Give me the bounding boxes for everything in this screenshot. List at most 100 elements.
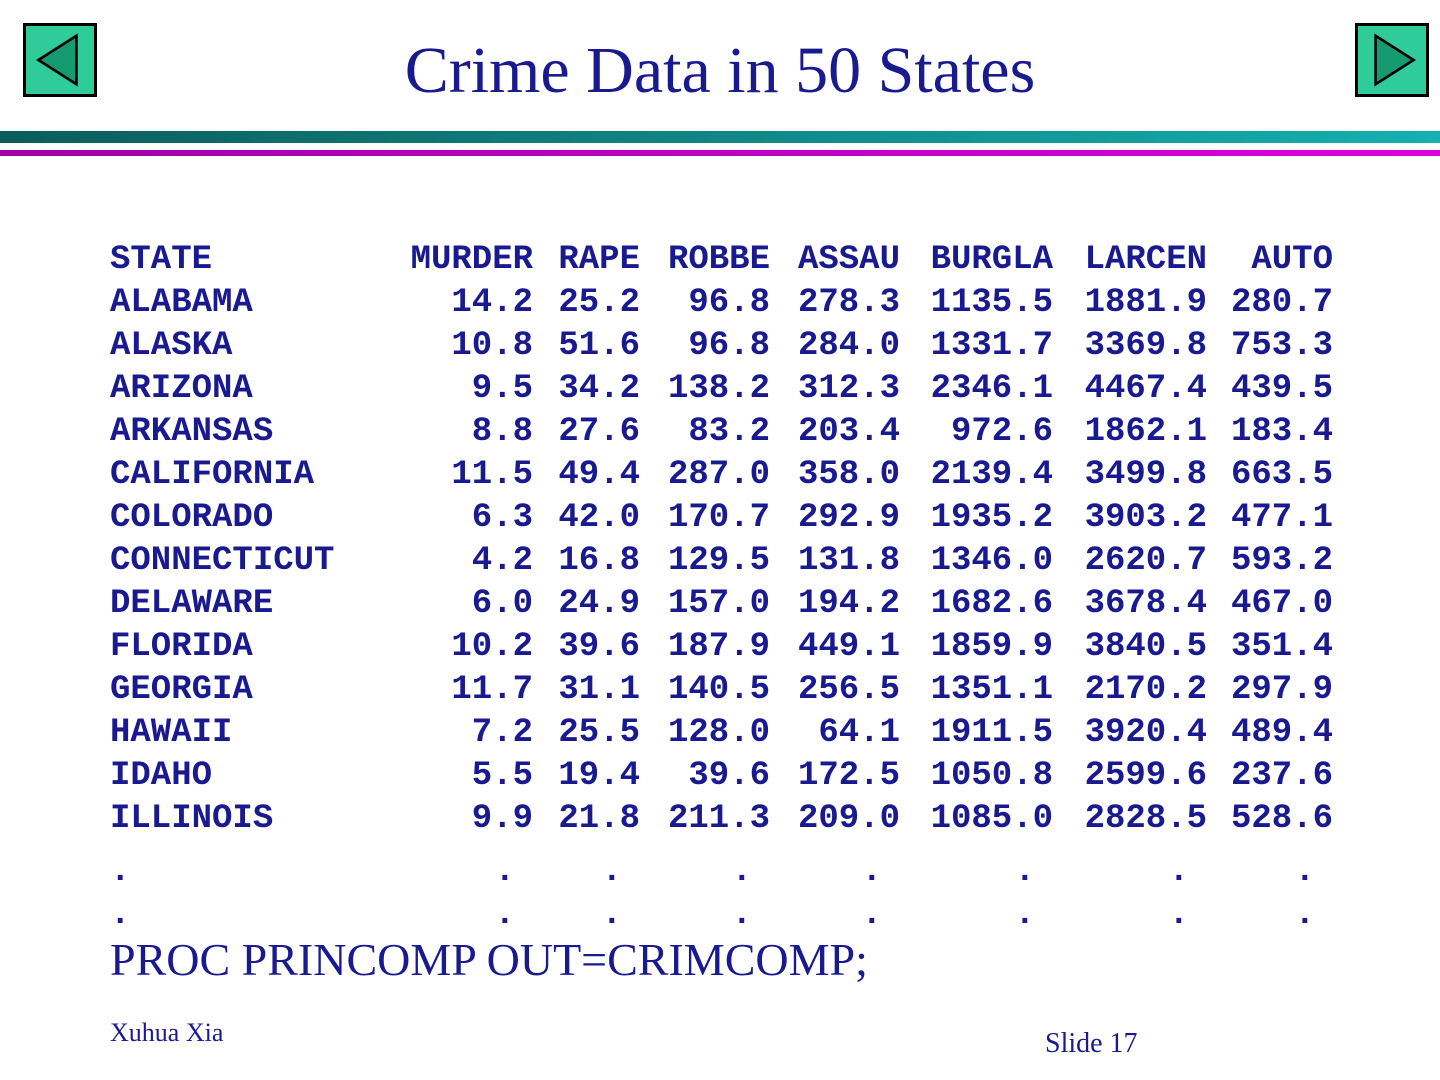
cell-value: 4.2	[471, 541, 533, 580]
cell-value: 2346.1	[930, 369, 1053, 408]
column-header: MURDER	[410, 240, 533, 279]
cell-value: 49.4	[558, 455, 640, 494]
cell-state: CONNECTICUT	[110, 541, 335, 580]
cell-value: 256.5	[797, 670, 900, 709]
cell-state: CALIFORNIA	[110, 455, 315, 494]
cell-value: 6.0	[471, 584, 533, 623]
cell-state: ARIZONA	[110, 369, 253, 408]
sas-code-line: PROC PRINCOMP OUT=CRIMCOMP;	[110, 934, 868, 985]
cell-value: .	[601, 895, 622, 934]
cell-state: ARKANSAS	[110, 412, 274, 451]
cell-value: 25.2	[558, 283, 640, 322]
column-header: LARCEN	[1084, 240, 1207, 279]
cell-value: 25.5	[558, 713, 640, 752]
cell-value: 10.2	[451, 627, 533, 666]
table-row: ALABAMA 14.2 25.2 96.8 278.3 1135.5 1881.9 280.…	[110, 281, 1333, 324]
cell-value: 4467.4	[1084, 369, 1207, 408]
cell-value: 8.8	[471, 412, 533, 451]
cell-value: 96.8	[688, 326, 770, 365]
cell-value: 449.1	[797, 627, 900, 666]
cell-value: 3499.8	[1084, 455, 1207, 494]
cell-value: 140.5	[667, 670, 770, 709]
cell-value: 187.9	[667, 627, 770, 666]
cell-value: 1346.0	[930, 541, 1053, 580]
cell-value: 287.0	[667, 455, 770, 494]
page-title: Crime Data in 50 States	[404, 34, 1036, 107]
next-slide-button[interactable]	[1355, 23, 1429, 97]
footer-author: Xuhua Xia	[110, 1018, 224, 1047]
cell-value: 3903.2	[1084, 498, 1207, 537]
cell-value: 138.2	[667, 369, 770, 408]
cell-value: .	[1014, 852, 1035, 891]
table-row: DELAWARE 6.0 24.9 157.0 194.2 1682.6 3678.4 467…	[110, 582, 1333, 625]
cell-value: 358.0	[797, 455, 900, 494]
table-row: ALASKA 10.8 51.6 96.8 284.0 1331.7 3369.8 753.3	[110, 324, 1333, 367]
cell-value: 1085.0	[930, 799, 1053, 838]
table-row: ARIZONA 9.5 34.2 138.2 312.3 2346.1 4467.4 439.…	[110, 367, 1333, 410]
table-header-row: STATE MURDER RAPE ROBBE ASSAU BURGLA LARCEN AUT…	[110, 238, 1333, 281]
cell-state: GEORGIA	[110, 670, 253, 709]
cell-value: 170.7	[667, 498, 770, 537]
cell-value: 157.0	[667, 584, 770, 623]
cell-value: 753.3	[1230, 326, 1333, 365]
cell-state: FLORIDA	[110, 627, 253, 666]
cell-value: 42.0	[558, 498, 640, 537]
cell-value: .	[1168, 895, 1189, 934]
cell-value: 663.5	[1230, 455, 1333, 494]
cell-value: 34.2	[558, 369, 640, 408]
cell-value: 972.6	[950, 412, 1053, 451]
cell-value: 489.4	[1230, 713, 1333, 752]
prev-slide-button[interactable]	[23, 23, 97, 97]
cell-value: 5.5	[471, 756, 533, 795]
cell-value: 172.5	[797, 756, 900, 795]
cell-value: 439.5	[1230, 369, 1333, 408]
cell-value: 183.4	[1230, 412, 1333, 451]
header-divider-magenta	[0, 150, 1440, 156]
cell-value: 237.6	[1230, 756, 1333, 795]
crime-data-table: STATE MURDER RAPE ROBBE ASSAU BURGLA LARCEN AUT…	[110, 238, 1333, 936]
cell-value: .	[861, 852, 882, 891]
cell-value: 1862.1	[1084, 412, 1207, 451]
cell-value: 14.2	[451, 283, 533, 322]
cell-value: 83.2	[688, 412, 770, 451]
cell-state: IDAHO	[110, 756, 213, 795]
cell-value: 131.8	[797, 541, 900, 580]
right-arrow-icon	[1374, 33, 1417, 87]
cell-value: 129.5	[667, 541, 770, 580]
cell-value: 1351.1	[930, 670, 1053, 709]
table-row: COLORADO 6.3 42.0 170.7 292.9 1935.2 3903.2 477…	[110, 496, 1333, 539]
cell-value: 1050.8	[930, 756, 1053, 795]
cell-value: 27.6	[558, 412, 640, 451]
cell-value: 2170.2	[1084, 670, 1207, 709]
column-header: BURGLA	[930, 240, 1053, 279]
cell-value: 24.9	[558, 584, 640, 623]
cell-state: COLORADO	[110, 498, 274, 537]
table-row: HAWAII 7.2 25.5 128.0 64.1 1911.5 3920.4 489.4	[110, 711, 1333, 754]
cell-value: 31.1	[558, 670, 640, 709]
table-row: ........	[110, 840, 1333, 893]
table-row: CALIFORNIA 11.5 49.4 287.0 358.0 2139.4 3499.8…	[110, 453, 1333, 496]
cell-value: 280.7	[1230, 283, 1333, 322]
cell-value: 21.8	[558, 799, 640, 838]
cell-value: 64.1	[818, 713, 900, 752]
cell-value: 351.4	[1230, 627, 1333, 666]
cell-value: 7.2	[471, 713, 533, 752]
column-header: RAPE	[558, 240, 640, 279]
cell-value: 2599.6	[1084, 756, 1207, 795]
cell-value: .	[731, 895, 752, 934]
cell-state: .	[110, 895, 131, 934]
table-row: ILLINOIS 9.9 21.8 211.3 209.0 1085.0 2828.5 528…	[110, 797, 1333, 840]
cell-state: ALASKA	[110, 326, 233, 365]
cell-state: .	[110, 852, 131, 891]
cell-value: 2828.5	[1084, 799, 1207, 838]
cell-value: 3369.8	[1084, 326, 1207, 365]
cell-value: 51.6	[558, 326, 640, 365]
cell-value: 467.0	[1230, 584, 1333, 623]
cell-value: 11.7	[451, 670, 533, 709]
cell-value: 6.3	[471, 498, 533, 537]
cell-value: 1859.9	[930, 627, 1053, 666]
cell-value: 209.0	[797, 799, 900, 838]
cell-value: 3840.5	[1084, 627, 1207, 666]
cell-value: 3678.4	[1084, 584, 1207, 623]
